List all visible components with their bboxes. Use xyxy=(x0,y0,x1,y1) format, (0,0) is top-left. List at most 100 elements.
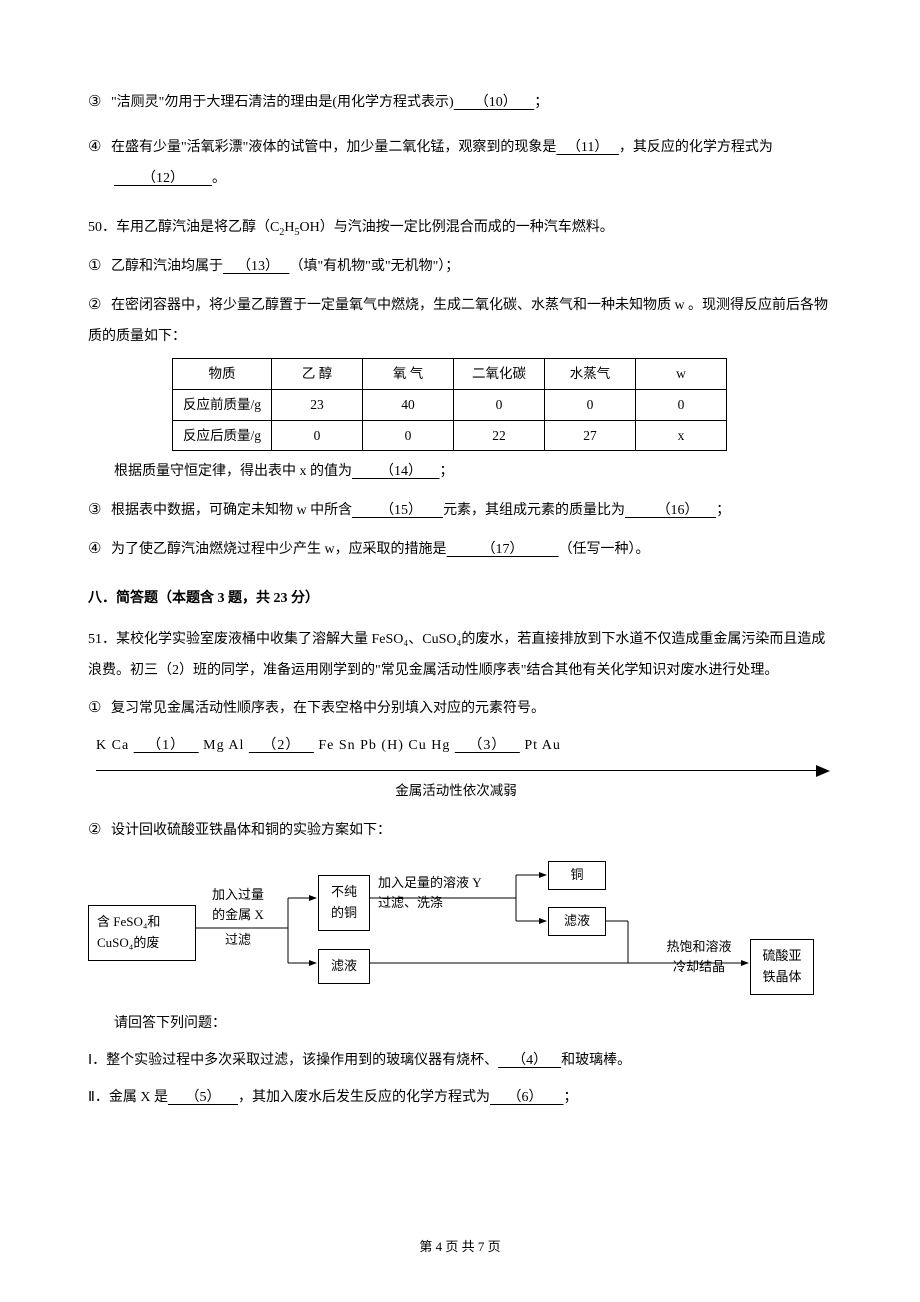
q50-1-b: （填"有机物"或"无机物"）； xyxy=(289,259,459,274)
roman-II: Ⅱ． xyxy=(88,1090,109,1105)
q49-item3: ③ "洁厕灵"勿用于大理石清洁的理由是(用化学方程式表示) （10） ； xyxy=(88,86,832,119)
q50-3-tail: ； xyxy=(716,503,730,518)
flow-step2: 加入足量的溶液 Y 过滤、洗涤 xyxy=(378,873,508,912)
seq-c: Fe Sn Pb (H) Cu Hg xyxy=(314,738,455,753)
b2a-l2: 的铜 xyxy=(327,903,361,924)
q50-item2: ② 在密闭容器中，将少量乙醇置于一定量氧气中燃烧，生成二氧化碳、水蒸气和一种未知… xyxy=(88,289,832,353)
after-tbl-a: 根据质量守恒定律，得出表中 x 的值为 xyxy=(114,464,352,479)
q50-3-a: 根据表中数据，可确定未知物 w 中所含 xyxy=(111,503,352,518)
td-a-2: 22 xyxy=(454,420,545,451)
blank-a2: （2） xyxy=(249,738,314,753)
q51-I: Ⅰ．整个实验过程中多次采取过滤，该操作用到的玻璃仪器有烧杯、 （4） 和玻璃棒。 xyxy=(88,1046,832,1077)
q49-4-a: 在盛有少量"活氧彩漂"液体的试管中，加少量二氧化锰，观察到的现象是 xyxy=(111,140,556,155)
q51-II-b: ，其加入废水后发生反应的化学方程式为 xyxy=(238,1090,490,1105)
seq-d: Pt Au xyxy=(520,738,561,753)
q50-item4: ④ 为了使乙醇汽油燃烧过程中少产生 w，应采取的措施是 （17） （任写一种）。 xyxy=(88,533,832,566)
circ-4b: ④ xyxy=(88,533,101,566)
q50-item1: ① 乙醇和汽油均属于 （13） （填"有机物"或"无机物"）； xyxy=(88,250,832,283)
b3a: 铜 xyxy=(570,867,583,882)
q50-b: H xyxy=(284,220,294,235)
blank-17: （17） xyxy=(447,542,559,557)
q51-1-text: 复习常见金属活动性顺序表，在下表空格中分别填入对应的元素符号。 xyxy=(111,701,545,716)
blank-15: （15） xyxy=(352,503,443,518)
td-b-2: 0 xyxy=(454,389,545,420)
flowchart: 含 FeSO₄和 CuSO₄的废 加入过量 的金属 X 过滤 不纯 的铜 滤液 … xyxy=(88,853,832,1003)
th-co2: 二氧化碳 xyxy=(454,359,545,390)
q51-intro: 51．某校化学实验室废液桶中收集了溶解大量 FeSO₄、CuSO₄的废水，若直接… xyxy=(88,625,832,687)
blank-12: （12） xyxy=(114,171,212,186)
q49-3-tail: ； xyxy=(534,95,548,110)
page-footer: 第 4 页 共 7 页 xyxy=(0,1233,920,1262)
s3-l1: 热饱和溶液 xyxy=(654,937,744,957)
q51-item1: ① 复习常见金属活动性顺序表，在下表空格中分别填入对应的元素符号。 xyxy=(88,692,832,725)
circ-2: ② xyxy=(88,289,101,322)
q49-3-text: "洁厕灵"勿用于大理石清洁的理由是(用化学方程式表示) xyxy=(111,95,454,110)
b4-l1: 硫酸亚 xyxy=(759,946,805,967)
circ-3: ③ xyxy=(88,86,101,119)
page: ③ "洁厕灵"勿用于大理石清洁的理由是(用化学方程式表示) （10） ； ④ 在… xyxy=(0,0,920,1302)
section-8-heading: 八．简答题（本题含 3 题，共 23 分） xyxy=(88,584,832,615)
table-row-after: 反应后质量/g 0 0 22 27 x xyxy=(173,420,727,451)
td-label-after: 反应后质量/g xyxy=(173,420,272,451)
b2a-l1: 不纯 xyxy=(327,882,361,903)
blank-13: （13） xyxy=(223,259,290,274)
flow-box-waste: 含 FeSO₄和 CuSO₄的废 xyxy=(88,905,196,961)
th-ethanol: 乙 醇 xyxy=(272,359,363,390)
td-b-1: 40 xyxy=(363,389,454,420)
table-head-row: 物质 乙 醇 氧 气 二氧化碳 水蒸气 w xyxy=(173,359,727,390)
td-a-3: 27 xyxy=(545,420,636,451)
q50-4-tail: （任写一种）。 xyxy=(559,542,650,557)
blank-q6: （6） xyxy=(490,1090,564,1105)
q49-item4: ④ 在盛有少量"活氧彩漂"液体的试管中，加少量二氧化锰，观察到的现象是 （11）… xyxy=(88,131,832,195)
blank-11: （11） xyxy=(556,140,618,155)
s1-l3: 过滤 xyxy=(198,930,278,950)
s2-l1: 加入足量的溶液 Y xyxy=(378,873,508,893)
seq-a: K Ca xyxy=(96,738,134,753)
flow-step3: 热饱和溶液 冷却结晶 xyxy=(654,937,744,976)
arrow-head-icon xyxy=(816,765,830,777)
mass-table: 物质 乙 醇 氧 气 二氧化碳 水蒸气 w 反应前质量/g 23 40 0 0 … xyxy=(172,358,727,451)
flow-box-filtrate1: 滤液 xyxy=(318,949,370,984)
td-b-4: 0 xyxy=(636,389,727,420)
flow-box-cu: 铜 xyxy=(548,861,606,890)
q51-I-b: 和玻璃棒。 xyxy=(561,1053,631,1068)
s2-l2: 过滤、洗涤 xyxy=(378,893,508,913)
q51-num: 51． xyxy=(88,632,116,647)
blank-a1: （1） xyxy=(134,738,199,753)
blank-14: （14） xyxy=(352,464,440,479)
blank-a3: （3） xyxy=(455,738,520,753)
activity-sequence: K Ca （1） Mg Al （2） Fe Sn Pb (H) Cu Hg （3… xyxy=(88,731,832,762)
q51-II-a: 金属 X 是 xyxy=(109,1090,168,1105)
s3-l2: 冷却结晶 xyxy=(654,957,744,977)
th-o2: 氧 气 xyxy=(363,359,454,390)
q50-1-a: 乙醇和汽油均属于 xyxy=(111,259,223,274)
flow-step1: 加入过量 的金属 X 过滤 xyxy=(198,885,278,950)
circ-1: ① xyxy=(88,250,101,283)
b1-l2: CuSO₄的废 xyxy=(97,933,187,954)
flow-box-filtrate2: 滤液 xyxy=(548,907,606,936)
circ-1c: ① xyxy=(88,692,101,725)
roman-I: Ⅰ． xyxy=(88,1053,106,1068)
q50-c: OH）与汽油按一定比例混合而成的一种汽车燃料。 xyxy=(299,220,613,235)
flow-box-impure-cu: 不纯 的铜 xyxy=(318,875,370,931)
q50-a: 车用乙醇汽油是将乙醇（C xyxy=(116,220,279,235)
s1-l1: 加入过量 xyxy=(198,885,278,905)
b2b: 滤液 xyxy=(331,958,357,973)
arrow-line xyxy=(96,770,816,771)
q50-intro: 50．车用乙醇汽油是将乙醇（C2H5OH）与汽油按一定比例混合而成的一种汽车燃料… xyxy=(88,213,832,244)
q49-4-tail: 。 xyxy=(212,171,226,186)
q51-2-text: 设计回收硫酸亚铁晶体和铜的实验方案如下： xyxy=(111,823,391,838)
q51-II: Ⅱ．金属 X 是 （5） ，其加入废水后发生反应的化学方程式为 （6） ； xyxy=(88,1083,832,1114)
q51-item2: ② 设计回收硫酸亚铁晶体和铜的实验方案如下： xyxy=(88,814,832,847)
td-b-3: 0 xyxy=(545,389,636,420)
q50-4-a: 为了使乙醇汽油燃烧过程中少产生 w，应采取的措施是 xyxy=(111,542,447,557)
q50-item3: ③ 根据表中数据，可确定未知物 w 中所含 （15） 元素，其组成元素的质量比为… xyxy=(88,494,832,527)
blank-16: （16） xyxy=(625,503,716,518)
circ-2c: ② xyxy=(88,814,101,847)
q51-II-tail: ； xyxy=(564,1090,578,1105)
q50-2-a: 在密闭容器中，将少量乙醇置于一定量氧气中燃烧，生成二氧化碳、水蒸气和一种未知物质… xyxy=(88,298,828,344)
flow-box-crystal: 硫酸亚 铁晶体 xyxy=(750,939,814,995)
th-substance: 物质 xyxy=(173,359,272,390)
circ-3b: ③ xyxy=(88,494,101,527)
td-a-4: x xyxy=(636,420,727,451)
